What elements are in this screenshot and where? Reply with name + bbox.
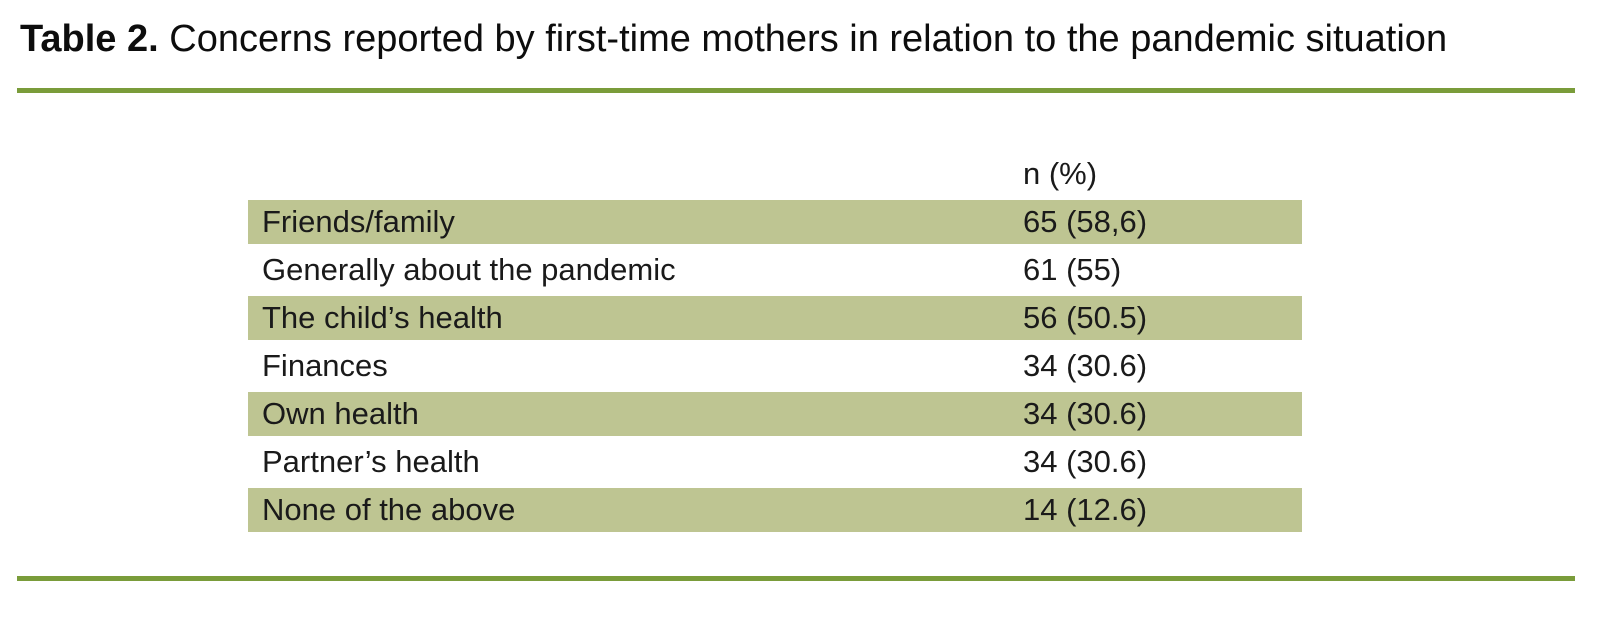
column-header-n-percent: n (%) (1023, 156, 1098, 191)
concern-label: Generally about the pandemic (262, 252, 676, 287)
concern-value: 65 (58,6) (1023, 204, 1148, 239)
concern-label: Friends/family (262, 204, 455, 239)
concern-value: 34 (30.6) (1023, 396, 1148, 431)
concern-label: Partner’s health (262, 444, 480, 479)
concern-label: The child’s health (262, 300, 503, 335)
bottom-rule (17, 576, 1575, 581)
table-row: Finances 34 (30.6) (248, 342, 1302, 390)
table-row: None of the above 14 (12.6) (248, 486, 1302, 534)
table-header-row: n (%) (248, 150, 1302, 198)
table-caption: Table 2. Concerns reported by first-time… (20, 16, 1447, 64)
concern-value: 61 (55) (1023, 252, 1122, 287)
table-caption-text: Concerns reported by first-time mothers … (169, 18, 1448, 60)
top-rule (17, 88, 1575, 93)
concerns-table: n (%) Friends/family 65 (58,6) Generally… (248, 150, 1302, 534)
table-row: Own health 34 (30.6) (248, 390, 1302, 438)
table-row: The child’s health 56 (50.5) (248, 294, 1302, 342)
concern-value: 56 (50.5) (1023, 300, 1148, 335)
concern-value: 34 (30.6) (1023, 348, 1148, 383)
concern-value: 14 (12.6) (1023, 492, 1148, 527)
table-caption-number: Table 2. (20, 18, 159, 60)
concern-label: Finances (262, 348, 388, 383)
concern-label: Own health (262, 396, 419, 431)
table-row: Generally about the pandemic 61 (55) (248, 246, 1302, 294)
concern-label: None of the above (262, 492, 516, 527)
table-row: Friends/family 65 (58,6) (248, 198, 1302, 246)
table-row: Partner’s health 34 (30.6) (248, 438, 1302, 486)
concern-value: 34 (30.6) (1023, 444, 1148, 479)
